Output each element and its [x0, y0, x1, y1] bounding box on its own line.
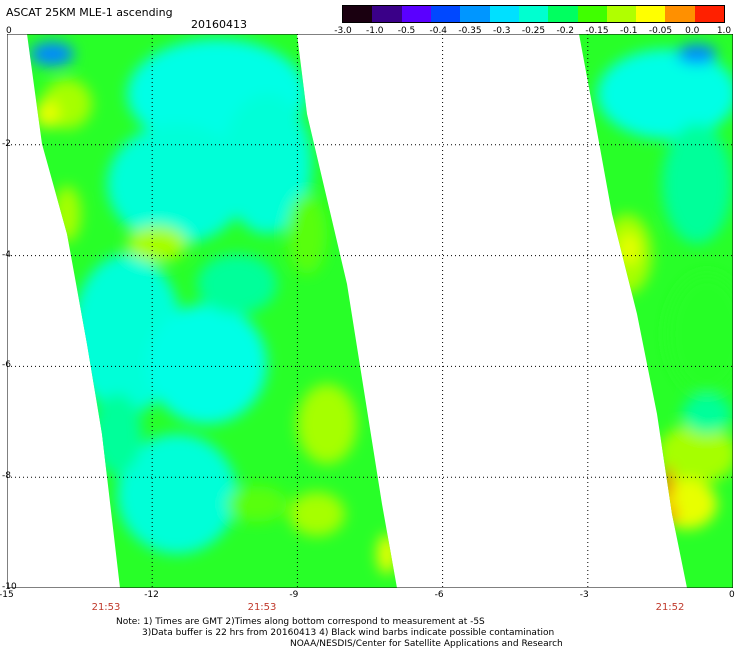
color-scale-segment [460, 6, 490, 22]
longitude-tick-label: -3 [579, 590, 589, 600]
color-scale-label: -0.4 [429, 26, 448, 36]
color-scale-label: 0.0 [685, 26, 700, 36]
color-scale-segment [606, 6, 637, 22]
time-label-left: 21:53 [91, 602, 121, 613]
color-scale-label: -0.35 [458, 26, 482, 36]
latitude-tick-label: -6 [2, 360, 11, 371]
note-line-2: 3)Data buffer is 22 hrs from 20160413 4)… [142, 628, 555, 638]
color-scale-segment [518, 6, 549, 22]
longitude-tick-label: -12 [144, 590, 159, 600]
color-scale-label: -0.05 [648, 26, 673, 36]
color-scale-segment [401, 6, 431, 22]
longitude-tick-label: 0 [729, 590, 735, 600]
latitude-tick-label: -10 [2, 582, 17, 592]
color-scale-segment [577, 6, 607, 22]
latitude-tick-label: -4 [2, 249, 11, 260]
map-date: 20160413 [191, 18, 247, 31]
color-scale-segment [372, 6, 402, 22]
longitude-tick-label: -6 [434, 590, 444, 600]
map-title: ASCAT 25KM MLE-1 ascending [6, 6, 173, 19]
color-scale-label: -0.15 [585, 26, 609, 36]
color-scale-bar [342, 5, 725, 23]
color-scale-label: -1.0 [365, 26, 384, 36]
latitude-tick-label: 0 [6, 26, 12, 36]
color-scale-label: 1.0 [716, 26, 732, 36]
lat-lon-grid [7, 34, 733, 588]
latitude-tick-label: -2 [2, 138, 11, 149]
left-swath [27, 34, 397, 588]
color-scale-segment [694, 6, 725, 22]
note-line-3: NOAA/NESDIS/Center for Satellite Applica… [290, 639, 563, 649]
color-scale-segment [548, 6, 578, 22]
color-scale-label: -0.1 [619, 26, 638, 36]
note-line-1: Note: 1) Times are GMT 2)Times along bot… [116, 617, 485, 627]
color-scale-label: -0.5 [397, 26, 416, 36]
latitude-tick-label: -8 [2, 471, 11, 482]
color-scale-label: -0.25 [521, 26, 546, 36]
right-swath [579, 34, 733, 588]
color-scale-segment [343, 6, 373, 22]
color-scale-label: -0.3 [492, 26, 511, 36]
color-scale-segment [489, 6, 519, 22]
time-label-right: 21:52 [655, 602, 685, 613]
color-scale-segment [665, 6, 695, 22]
color-scale-label: -0.2 [556, 26, 575, 36]
color-scale-segment [636, 6, 666, 22]
scatterometer-map [7, 34, 733, 588]
color-scale-label: -3.0 [334, 26, 352, 36]
time-label-center: 21:53 [247, 602, 277, 613]
longitude-tick-label: -15 [0, 590, 14, 600]
color-scale-segment [430, 6, 461, 22]
longitude-tick-label: -9 [289, 590, 299, 600]
